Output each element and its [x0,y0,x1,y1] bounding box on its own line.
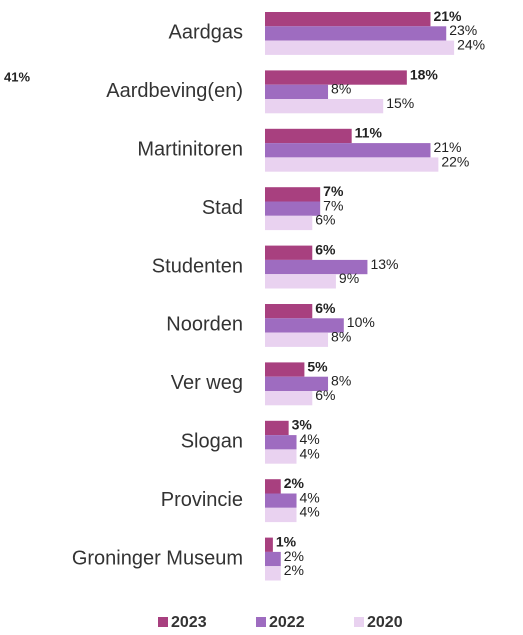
bar [265,376,329,391]
category-label: Stad [202,197,243,219]
value-label: 6% [315,300,336,316]
bar [265,507,297,523]
value-label: 4% [300,445,320,461]
bar [265,215,313,231]
value-label: 22% [441,153,469,169]
value-label: 2% [284,548,304,564]
bar [265,551,281,567]
value-label: 21% [433,8,462,24]
bar [265,493,297,508]
bar [265,362,305,377]
bar [265,391,313,406]
value-label: 2% [284,475,305,491]
value-label: 18% [410,66,439,82]
value-label: 15% [386,95,414,111]
category-label: Groninger Museum [72,547,243,569]
bar [265,566,281,581]
value-label: 6% [315,241,336,257]
value-label: 23% [449,22,477,38]
category-label: Ver weg [171,372,243,394]
value-label: 21% [433,139,461,155]
legend-label: 2020 [367,614,403,631]
value-label: 8% [331,328,351,344]
legend-swatch [256,617,266,627]
bar [265,99,384,114]
bar [265,70,407,85]
value-label: 7% [323,197,343,213]
bar [265,12,431,27]
value-label: 8% [331,373,351,389]
annotation: 41% [4,69,30,84]
category-label: Provincie [161,489,243,511]
value-label: 11% [355,125,383,141]
category-label: Aardgas [169,22,244,44]
value-label: 4% [300,489,320,505]
category-label: Slogan [181,431,243,453]
bar [265,259,368,275]
bar [265,479,281,494]
bar [265,157,439,172]
bar [265,40,455,55]
value-label: 6% [315,387,335,403]
value-label: 10% [347,314,375,330]
bar [265,143,431,158]
value-label: 2% [284,562,304,578]
category-label: Martinitoren [137,139,243,161]
bar [265,318,344,333]
legend-label: 2022 [269,614,305,631]
category-label: Aardbeving(en) [106,80,243,102]
value-label: 4% [300,431,320,447]
bar [265,128,352,144]
value-label: 9% [339,270,359,286]
bar [265,537,273,552]
value-label: 5% [307,358,328,374]
bar [265,435,297,450]
value-label: 13% [370,256,398,272]
bar [265,274,336,289]
category-label: Noorden [166,314,243,336]
category-label: Studenten [152,255,243,277]
bar [265,84,329,99]
value-label: 7% [323,183,344,199]
bar [265,304,313,319]
bar [265,245,313,260]
bar [265,187,321,202]
bar [265,332,329,347]
value-label: 1% [276,533,297,549]
bar [265,420,289,436]
legend-label: 2023 [171,614,207,631]
value-label: 24% [457,36,485,52]
legend-swatch [354,617,364,627]
value-label: 8% [331,81,351,97]
bar [265,201,321,216]
legend-swatch [158,617,168,627]
bar [265,26,447,41]
value-label: 3% [292,417,313,433]
value-label: 4% [300,504,320,520]
bar [265,449,297,464]
value-label: 6% [315,212,335,228]
